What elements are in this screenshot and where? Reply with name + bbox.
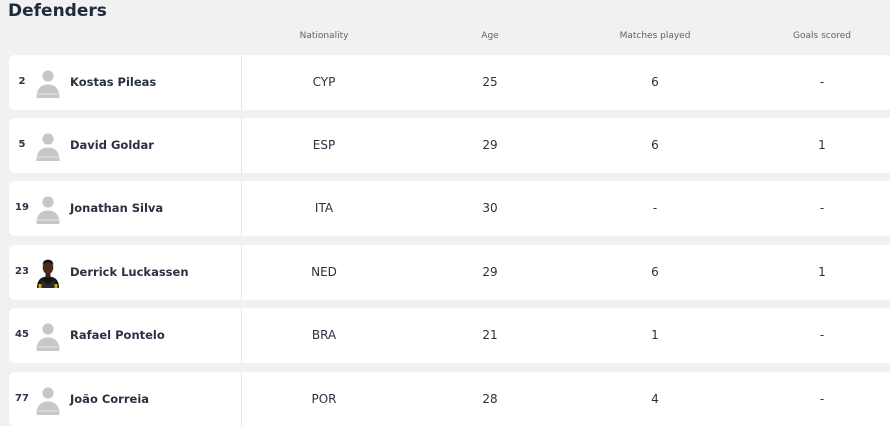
- table-row[interactable]: 77 João Correia POR 28 4 -: [9, 372, 890, 426]
- placeholder-avatar-icon: [35, 131, 61, 161]
- goals-scored-cell: -: [819, 201, 825, 215]
- row-divider: [241, 118, 242, 173]
- shirt-number: 19: [15, 202, 29, 213]
- column-header-nationality: Nationality: [299, 31, 349, 41]
- section-title: Defenders: [8, 1, 107, 21]
- goals-scored-cell: -: [819, 328, 825, 342]
- player-name[interactable]: Derrick Luckassen: [70, 265, 189, 279]
- nationality-cell: BRA: [311, 328, 337, 342]
- table-row[interactable]: 45 Rafael Pontelo BRA 21 1 -: [9, 308, 890, 363]
- age-cell: 29: [482, 138, 498, 152]
- player-photo: [35, 258, 61, 288]
- placeholder-avatar-icon: [35, 385, 61, 415]
- player-name[interactable]: Jonathan Silva: [70, 201, 164, 215]
- nationality-cell: ITA: [314, 201, 334, 215]
- player-name[interactable]: David Goldar: [70, 138, 154, 152]
- goals-scored-cell: 1: [818, 138, 826, 152]
- table-row[interactable]: 19 Jonathan Silva ITA 30 - -: [9, 181, 890, 236]
- row-divider: [241, 372, 242, 426]
- column-header-age: Age: [481, 31, 499, 41]
- goals-scored-cell: -: [819, 392, 825, 406]
- shirt-number: 5: [18, 139, 26, 150]
- placeholder-avatar-icon: [35, 321, 61, 351]
- row-divider: [241, 245, 242, 300]
- player-name[interactable]: Rafael Pontelo: [70, 328, 165, 342]
- matches-played-cell: 6: [651, 138, 659, 152]
- player-name[interactable]: Kostas Pileas: [70, 75, 157, 89]
- shirt-number: 77: [15, 393, 29, 404]
- nationality-cell: POR: [311, 392, 337, 406]
- nationality-cell: CYP: [312, 75, 336, 89]
- age-cell: 29: [482, 265, 498, 279]
- row-divider: [241, 181, 242, 236]
- row-divider: [241, 55, 242, 110]
- age-cell: 25: [482, 75, 498, 89]
- shirt-number: 23: [15, 266, 29, 277]
- age-cell: 30: [482, 201, 498, 215]
- placeholder-avatar-icon: [35, 194, 61, 224]
- column-header-matches-played: Matches played: [619, 31, 691, 41]
- row-divider: [241, 308, 242, 363]
- matches-played-cell: 1: [651, 328, 659, 342]
- matches-played-cell: -: [652, 201, 658, 215]
- player-name[interactable]: João Correia: [70, 392, 150, 406]
- table-row[interactable]: 5 David Goldar ESP 29 6 1: [9, 118, 890, 173]
- age-cell: 28: [482, 392, 498, 406]
- nationality-cell: ESP: [312, 138, 336, 152]
- column-header-goals-scored: Goals scored: [793, 31, 851, 41]
- table-row[interactable]: 2 Kostas Pileas CYP 25 6 -: [9, 55, 890, 110]
- placeholder-avatar-icon: [35, 68, 61, 98]
- goals-scored-cell: -: [819, 75, 825, 89]
- shirt-number: 2: [18, 76, 26, 87]
- nationality-cell: NED: [311, 265, 337, 279]
- matches-played-cell: 6: [651, 75, 659, 89]
- table-row[interactable]: 23 Derrick Luckassen NED 29 6 1: [9, 245, 890, 300]
- column-header-row: Nationality Age Matches played Goals sco…: [0, 29, 890, 43]
- matches-played-cell: 6: [651, 265, 659, 279]
- age-cell: 21: [482, 328, 498, 342]
- goals-scored-cell: 1: [818, 265, 826, 279]
- shirt-number: 45: [15, 329, 29, 340]
- matches-played-cell: 4: [651, 392, 659, 406]
